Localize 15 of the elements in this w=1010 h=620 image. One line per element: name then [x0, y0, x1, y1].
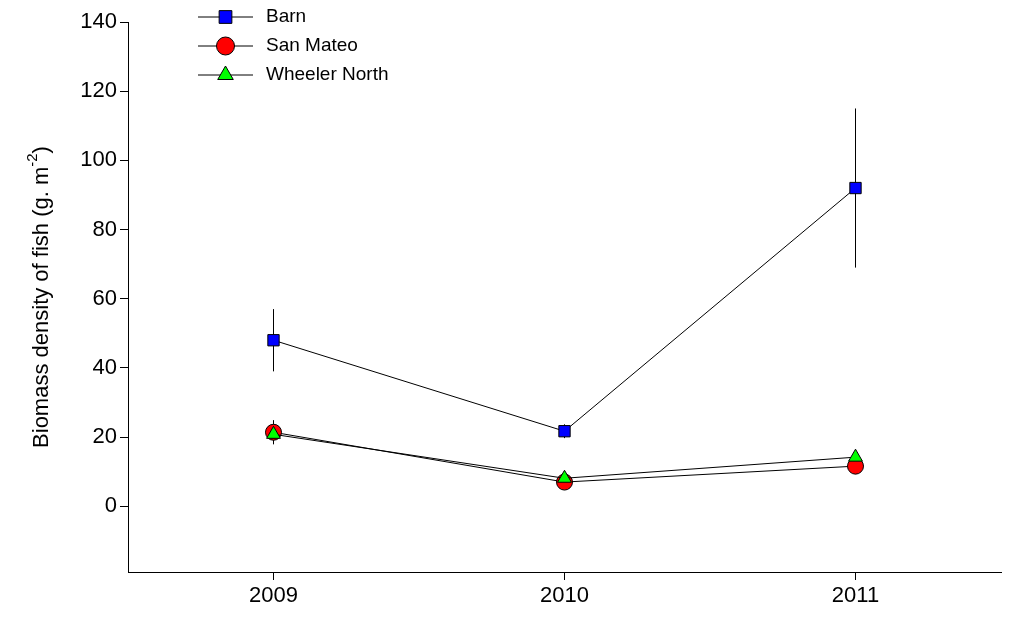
- y-tick-label: 0: [104, 492, 117, 518]
- y-tick-label: 80: [92, 215, 117, 241]
- x-tick-label: 2011: [831, 582, 880, 608]
- y-tick-label: 60: [92, 284, 117, 310]
- legend-label: Wheeler North: [266, 63, 389, 85]
- y-tick-label: 140: [80, 8, 117, 34]
- x-tick-label: 2009: [249, 582, 298, 608]
- legend-label: San Mateo: [266, 34, 358, 56]
- y-tick-label: 100: [80, 146, 117, 172]
- x-tick-label: 2010: [540, 582, 589, 608]
- y-tick-label: 120: [80, 77, 117, 103]
- y-axis-title: Biomass density of fish (g. m-2): [23, 146, 54, 448]
- legend-label: Barn: [266, 5, 307, 27]
- y-tick-label: 40: [92, 353, 117, 379]
- y-tick-label: 20: [92, 423, 117, 449]
